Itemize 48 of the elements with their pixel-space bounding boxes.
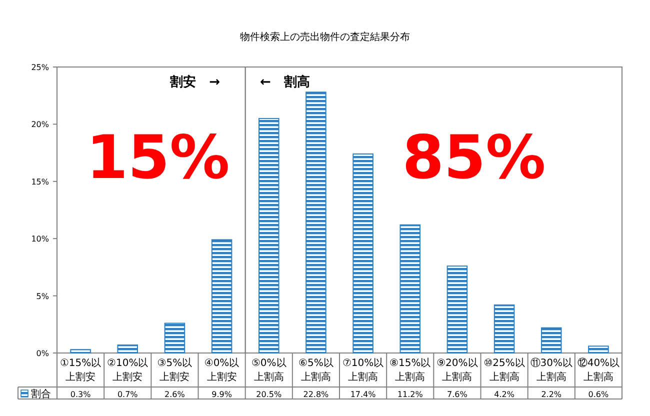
y-tick-label: 10% (31, 234, 50, 244)
annotation: 15% (86, 123, 230, 193)
x-tick-label: ⑤0%以上割高 (251, 357, 286, 383)
data-label: 2.6% (164, 390, 186, 399)
x-tick-label: ②10%以上割安 (107, 357, 148, 383)
annotation: 85% (402, 123, 546, 193)
bar (446, 266, 468, 354)
data-label: 0.3% (70, 390, 92, 399)
bar (211, 239, 232, 354)
x-tick-label: ⑫40%以上割高 (577, 357, 620, 383)
y-tick-label: 15% (31, 177, 50, 186)
bar (494, 304, 515, 354)
annotation: ← 割高 (260, 74, 310, 90)
data-label: 11.2% (397, 390, 424, 399)
bar (164, 322, 186, 354)
bar (117, 344, 138, 354)
x-tick-label: ④0%以上割安 (204, 357, 240, 383)
data-label: 0.6% (588, 390, 610, 399)
bar (258, 118, 280, 354)
x-tick-label: ⑧15%以上割高 (390, 357, 431, 383)
annotation: 割安 → (169, 74, 220, 90)
data-label: 22.8% (303, 390, 330, 399)
x-tick-label: ①15%以上割安 (60, 357, 102, 383)
chart-title: 物件検索上の売出物件の査定結果分布 (240, 31, 410, 43)
x-tick-label: ⑨20%以上割高 (436, 357, 478, 383)
x-tick-label: ⑩25%以上割高 (484, 357, 525, 383)
x-tick-label: ⑦10%以上割高 (342, 357, 384, 383)
x-tick-label: ⑪30%以上割高 (530, 357, 572, 383)
data-label: 2.2% (541, 390, 562, 399)
y-tick-label: 25% (31, 63, 50, 72)
data-label: 7.6% (447, 390, 468, 399)
bar (306, 92, 326, 354)
y-tick-label: 0% (36, 349, 50, 358)
bar (400, 224, 421, 354)
bar (588, 346, 609, 354)
data-label: 0.7% (117, 390, 138, 399)
legend-label: 割合 (31, 388, 51, 400)
data-label: 4.2% (494, 390, 515, 399)
data-label: 20.5% (256, 390, 282, 399)
data-label: 9.9% (212, 390, 232, 399)
y-tick-label: 20% (31, 120, 50, 130)
bar (540, 327, 562, 354)
bar (70, 349, 91, 354)
data-label: 17.4% (350, 390, 376, 399)
bar (352, 153, 374, 354)
y-tick-label: 5% (36, 292, 50, 301)
x-tick-label: ⑥5%以上割高 (298, 357, 334, 383)
x-tick-label: ③5%以上割安 (157, 357, 192, 383)
